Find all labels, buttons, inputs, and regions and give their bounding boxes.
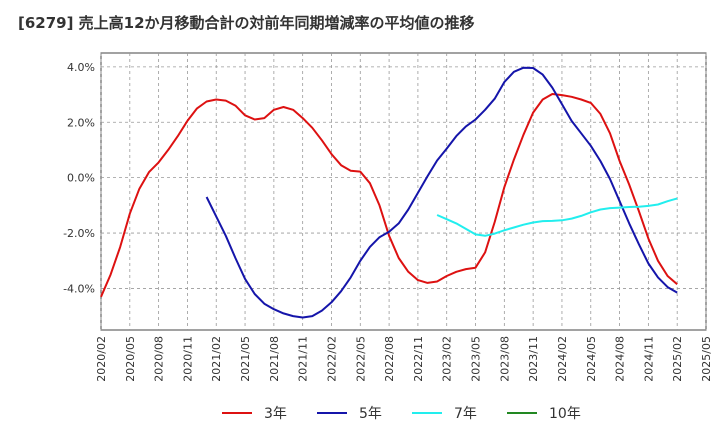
x-tick-label: 2025/05 [700, 336, 713, 382]
y-axis: 4.0% 2.0% 0.0% -2.0% -4.0% [63, 61, 95, 296]
y-tick-label: 0.0% [67, 172, 95, 185]
x-tick-label: 2021/02 [210, 336, 223, 382]
series-line-2 [436, 197, 678, 237]
x-tick-label: 2021/08 [268, 336, 281, 382]
x-tick-label: 2020/05 [124, 336, 137, 382]
y-tick-label: -2.0% [63, 227, 95, 240]
legend-label-1: 5年 [359, 406, 382, 422]
legend: 3年 5年 7年 10年 [222, 406, 581, 422]
legend-label-3: 10年 [549, 406, 581, 422]
x-tick-label: 2022/11 [412, 336, 425, 382]
y-tick-label: 2.0% [67, 116, 95, 129]
y-tick-label: 4.0% [67, 61, 95, 74]
x-tick-label: 2021/05 [239, 336, 252, 382]
x-tick-label: 2024/11 [642, 336, 655, 382]
x-tick-label: 2023/11 [527, 336, 540, 382]
chart-title: [6279] 売上高12か月移動合計の対前年同期増減率の平均値の推移 [18, 14, 475, 32]
y-tick-label: -4.0% [63, 282, 95, 295]
x-tick-label: 2025/02 [671, 336, 684, 382]
x-tick-label: 2023/02 [441, 336, 454, 382]
legend-label-0: 3年 [264, 406, 287, 422]
x-tick-label: 2020/11 [181, 336, 194, 382]
x-tick-label: 2023/08 [498, 336, 511, 382]
x-tick-label: 2024/02 [556, 336, 569, 382]
x-tick-label: 2024/08 [614, 336, 627, 382]
x-tick-label: 2023/05 [470, 336, 483, 382]
legend-label-2: 7年 [454, 406, 477, 422]
series-line-1 [205, 66, 678, 319]
x-tick-label: 2022/02 [325, 336, 338, 382]
series-lines [100, 66, 678, 319]
x-tick-label: 2021/11 [297, 336, 310, 382]
x-axis: 2020/02 2020/05 2020/08 2020/11 2021/02 2021/… [95, 336, 713, 382]
x-tick-label: 2020/02 [95, 336, 108, 382]
x-tick-label: 2022/08 [383, 336, 396, 382]
x-tick-label: 2022/05 [354, 336, 367, 382]
series-line-0 [100, 93, 678, 298]
grid-lines [100, 53, 707, 330]
x-tick-label: 2024/05 [585, 336, 598, 382]
x-tick-label: 2020/08 [153, 336, 166, 382]
